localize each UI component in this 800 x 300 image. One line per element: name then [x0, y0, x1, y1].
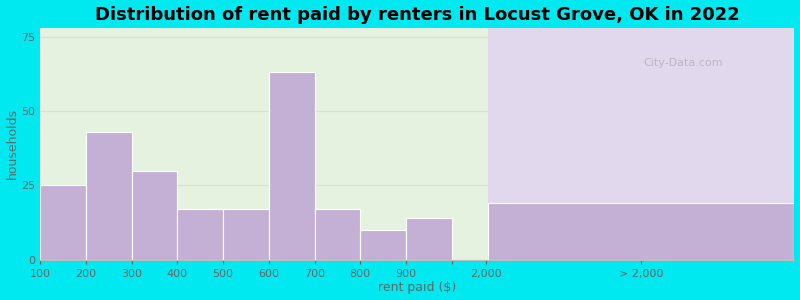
Bar: [223, 209, 269, 260]
Title: Distribution of rent paid by renters in Locust Grove, OK in 2022: Distribution of rent paid by renters in …: [95, 6, 740, 24]
Bar: [132, 170, 178, 260]
Text: City-Data.com: City-Data.com: [644, 58, 723, 68]
Bar: [406, 218, 452, 260]
Bar: [269, 73, 314, 260]
Bar: [488, 203, 794, 260]
Bar: [178, 209, 223, 260]
Bar: [86, 132, 132, 260]
Bar: [40, 185, 86, 260]
Bar: [488, 28, 794, 260]
Bar: [360, 230, 406, 260]
Bar: [314, 209, 360, 260]
Y-axis label: households: households: [6, 108, 18, 179]
X-axis label: rent paid ($): rent paid ($): [378, 281, 457, 294]
